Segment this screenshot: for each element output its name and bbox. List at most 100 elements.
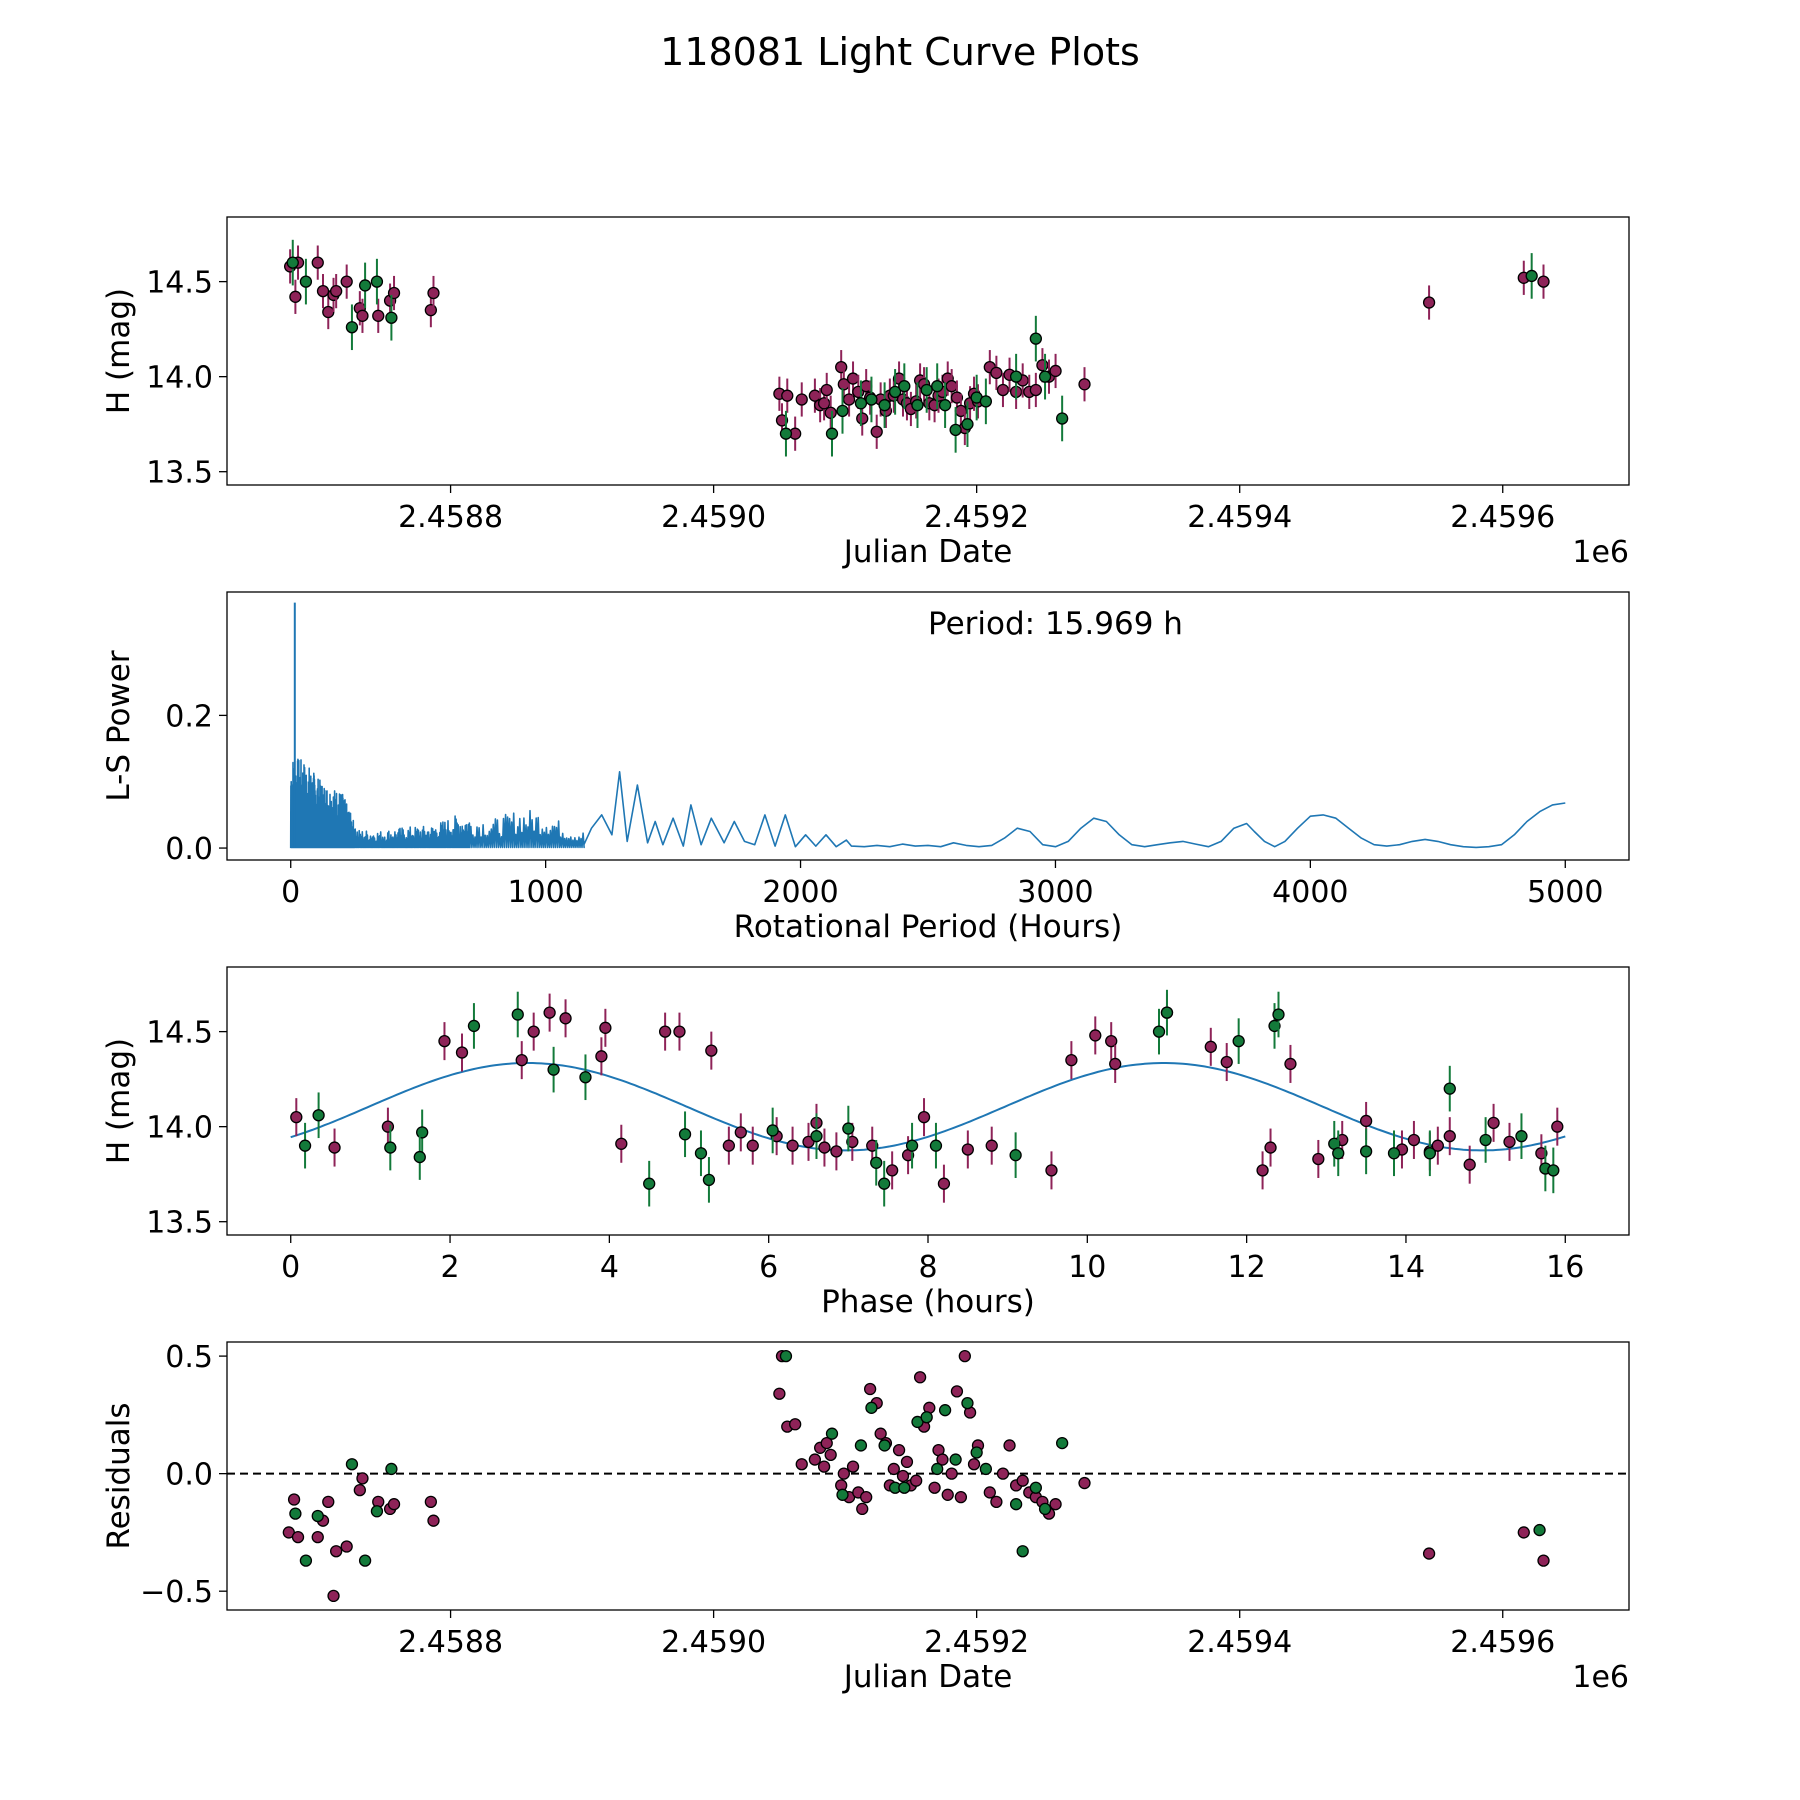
lc-axes: 2.4588 2.4590 2.4592 2.4594 2.4596 13.5 14.0 14… [101, 266, 1629, 570]
data-point [950, 1385, 964, 1398]
data-point [1049, 1498, 1062, 1511]
x-tick-label: 2000 [762, 875, 838, 910]
data-point [1003, 1439, 1016, 1452]
data-point [722, 1139, 736, 1152]
x-offset-text: 1e6 [1572, 1660, 1629, 1695]
data-point [1332, 1147, 1345, 1160]
data-point [938, 1404, 952, 1417]
data-point [1535, 1147, 1548, 1160]
data-point [311, 1509, 324, 1523]
data-point [786, 1139, 799, 1152]
data-point [1312, 1152, 1325, 1166]
data-point [527, 1025, 540, 1038]
data-point [1016, 1545, 1029, 1558]
data-point [866, 1139, 879, 1152]
data-point [818, 1141, 831, 1154]
x-tick-label: 3000 [1017, 875, 1093, 910]
data-point [1160, 1006, 1174, 1019]
data-point [949, 423, 962, 437]
data-point [1036, 359, 1049, 372]
data-point [931, 1462, 944, 1476]
y-tick-label: 14.0 [146, 361, 213, 396]
data-point [370, 1505, 384, 1518]
x-tick-label: 2.4588 [398, 500, 503, 535]
data-point [311, 256, 324, 269]
x-axis-label: Julian Date [842, 1659, 1013, 1695]
data-point [311, 1530, 324, 1544]
data-point [905, 1139, 919, 1152]
data-point [898, 380, 911, 393]
data-point [766, 1124, 779, 1137]
data-point [1056, 1436, 1069, 1450]
data-point [1487, 1116, 1500, 1130]
x-tick-label: 14 [1387, 1250, 1425, 1285]
data-point [898, 1481, 911, 1494]
data-point [779, 427, 793, 440]
data-point [938, 399, 952, 412]
y-tick-label: 14.0 [146, 1111, 213, 1146]
data-point [299, 1554, 313, 1567]
data-point [515, 1053, 528, 1067]
data-point [543, 1006, 556, 1019]
data-point [1443, 1082, 1456, 1095]
data-point [870, 1156, 883, 1169]
x-tick-label: 1000 [507, 875, 583, 910]
lc-frame [226, 216, 1630, 486]
x-tick-label: 2.4592 [924, 1625, 1029, 1660]
x-tick-label: 2.4594 [1187, 500, 1292, 535]
data-point [290, 1111, 303, 1124]
data-point [913, 1371, 927, 1384]
data-point [911, 399, 924, 412]
data-point [673, 1025, 686, 1038]
data-point [579, 1071, 592, 1084]
data-point [511, 1008, 524, 1021]
y-tick-label: 14.5 [146, 266, 213, 301]
data-point [874, 1427, 887, 1440]
data-point [322, 1495, 335, 1509]
data-point [865, 1401, 878, 1414]
x-tick-label: 2.4590 [661, 1625, 766, 1660]
data-point [424, 1495, 438, 1509]
data-point [1547, 1164, 1560, 1177]
data-point [888, 385, 902, 399]
data-point [372, 309, 385, 322]
data-point [289, 290, 302, 303]
data-point [1525, 269, 1538, 283]
data-point [678, 1128, 692, 1141]
data-point [817, 397, 831, 410]
data-point [694, 1147, 708, 1160]
data-point [702, 1173, 716, 1187]
data-point [863, 1382, 877, 1396]
data-point [298, 1139, 312, 1152]
y-tick-label: −0.5 [140, 1575, 213, 1610]
data-point [1029, 383, 1042, 397]
data-point [1422, 296, 1436, 309]
data-point [1517, 1526, 1530, 1539]
period-annotation: Period: 15.969 h [928, 606, 1183, 642]
data-point [950, 391, 964, 404]
data-point [1056, 412, 1069, 425]
data-point [327, 1589, 340, 1603]
data-point [910, 1474, 923, 1487]
y-tick-label: 0.0 [165, 1458, 213, 1493]
data-point [846, 372, 860, 385]
data-point [900, 1455, 914, 1469]
data-point [1038, 1502, 1052, 1516]
data-point [842, 393, 856, 406]
resid-plot-area [227, 1349, 1629, 1603]
data-point [1551, 1120, 1564, 1133]
y-axis-label: Residuals [101, 1402, 137, 1549]
x-tick-label: 2.4590 [661, 500, 766, 535]
x-tick-label: 2.4596 [1450, 500, 1555, 535]
data-point [983, 1486, 996, 1499]
data-point [1284, 1057, 1297, 1071]
data-point [808, 1453, 822, 1466]
data-point [1463, 1158, 1476, 1171]
data-point [1423, 1147, 1437, 1160]
data-point [1029, 332, 1042, 345]
data-point [958, 1349, 971, 1363]
phase-axes: 0 2 4 6 8 10 12 14 16 13.5 14.0 14.5 Phase (hours) H … [101, 1016, 1584, 1320]
data-point [381, 1120, 395, 1133]
data-point [820, 383, 833, 397]
data-point [353, 1483, 366, 1497]
